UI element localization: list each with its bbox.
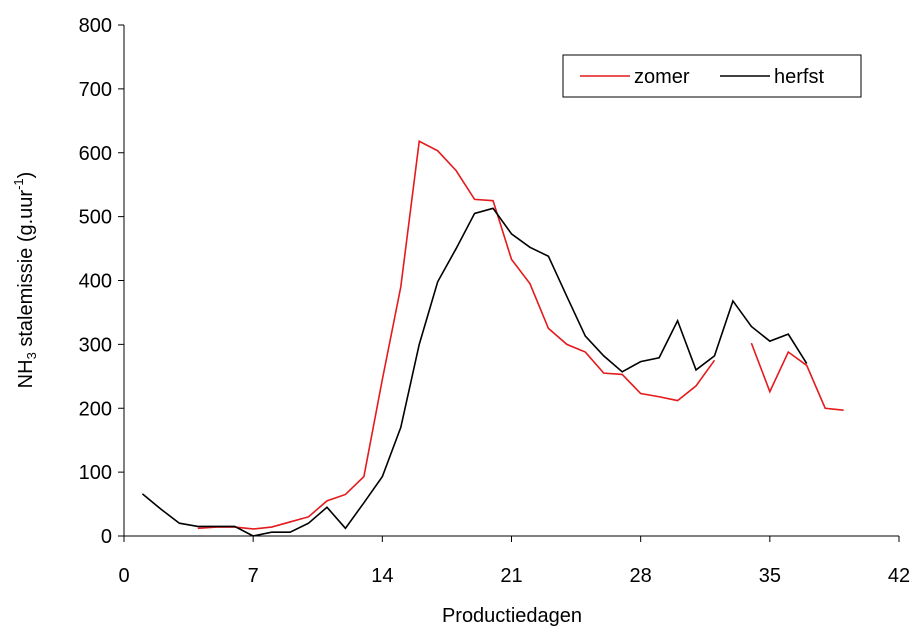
y-tick-label: 800 xyxy=(79,15,112,37)
y-label-part: ) xyxy=(15,172,37,179)
y-label-part: NH xyxy=(15,359,37,388)
series-line xyxy=(197,140,844,530)
y-label-part: stalemissie (g.uur xyxy=(15,190,37,353)
y-tick-label: 200 xyxy=(79,398,112,420)
legend-label: zomer xyxy=(634,66,690,88)
x-axis-label: Productiedagen xyxy=(442,605,582,627)
x-tick-label: 14 xyxy=(371,565,393,587)
y-tick-label: 100 xyxy=(79,462,112,484)
y-tick-label: 300 xyxy=(79,334,112,356)
series-line xyxy=(141,207,808,537)
y-tick-label: 400 xyxy=(79,271,112,293)
y-axis-label: NH3 stalemissie (g.uur-1) xyxy=(11,172,39,389)
x-tick-label: 0 xyxy=(118,565,129,587)
x-tick-label: 42 xyxy=(888,565,910,587)
x-tick-label: 21 xyxy=(500,565,522,587)
y-tick-label: 700 xyxy=(79,79,112,101)
x-tick-label: 7 xyxy=(248,565,259,587)
y-tick-label: 500 xyxy=(79,207,112,229)
legend-label: herfst xyxy=(774,66,824,88)
y-label-sup: -1 xyxy=(11,178,26,190)
x-tick-label: 35 xyxy=(759,565,781,587)
x-tick-label: 28 xyxy=(630,565,652,587)
y-tick-label: 0 xyxy=(101,526,112,548)
y-label-sub: 3 xyxy=(24,352,39,359)
y-tick-label: 600 xyxy=(79,143,112,165)
